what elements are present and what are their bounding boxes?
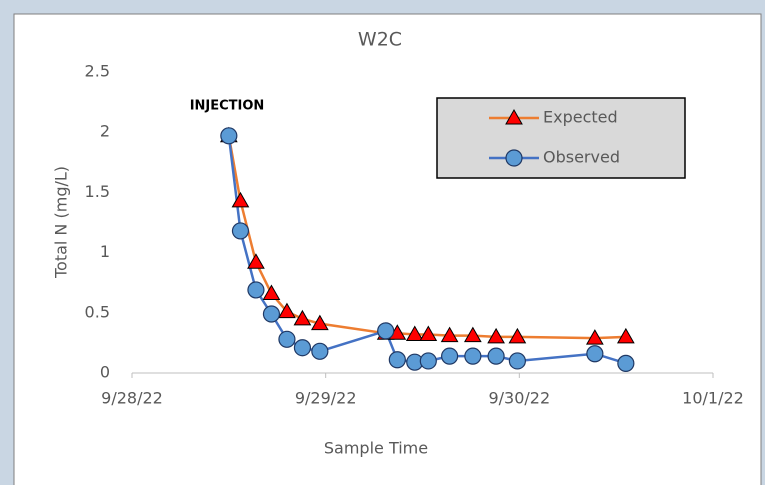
y-tick-label: 1.5 [85, 182, 110, 201]
y-tick-label: 2 [100, 122, 110, 141]
data-point [293, 339, 312, 357]
data-point [220, 127, 238, 145]
data-point [311, 342, 329, 360]
data-point [616, 327, 635, 344]
data-point [231, 191, 250, 208]
data-point [487, 327, 505, 344]
data-point [278, 302, 296, 319]
data-point [262, 284, 281, 301]
data-point [586, 329, 604, 345]
data-point [419, 352, 437, 370]
data-point [508, 327, 527, 344]
y-tick-label: 2.5 [85, 62, 110, 81]
data-point [440, 326, 459, 343]
legend-marker [505, 108, 523, 125]
chart-title: W2C [358, 29, 402, 51]
data-point [586, 345, 604, 363]
legend-box [436, 97, 686, 179]
legend-label: Observed [543, 148, 620, 167]
data-point [310, 314, 329, 331]
x-tick-label: 9/28/22 [101, 389, 163, 408]
data-point [419, 325, 438, 341]
data-point [464, 347, 482, 365]
data-point [247, 253, 265, 269]
annotation: INJECTION [190, 99, 265, 114]
data-point [405, 325, 424, 341]
data-point [617, 354, 635, 372]
data-point [508, 352, 526, 370]
data-point [377, 322, 395, 340]
y-tick-label: 0 [100, 363, 110, 382]
legend-marker [505, 149, 523, 167]
y-tick-label: 0.5 [85, 302, 110, 321]
x-axis-label: Sample Time [324, 439, 428, 458]
data-point [278, 330, 296, 348]
y-tick-label: 1 [100, 242, 110, 261]
chart-area [13, 13, 762, 485]
y-axis-label: Total N (mg/L) [52, 166, 71, 279]
data-point [463, 326, 482, 343]
x-tick-label: 9/29/22 [295, 389, 357, 408]
data-point [262, 305, 281, 323]
x-tick-label: 10/1/22 [682, 389, 744, 408]
legend-label: Expected [543, 108, 618, 127]
data-point [293, 309, 312, 326]
data-point [388, 351, 406, 369]
x-tick-label: 9/30/22 [488, 389, 550, 408]
data-point [247, 281, 265, 299]
data-point [231, 222, 250, 240]
data-point [487, 347, 505, 365]
data-point [441, 347, 459, 365]
